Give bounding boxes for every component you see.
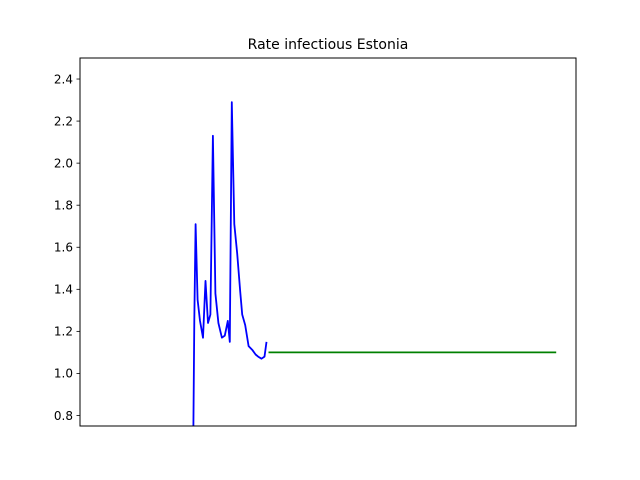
y-tick-label: 1.8 [54, 199, 73, 213]
y-axis: 0.8 1.0 1.2 1.4 1.6 1.8 2.0 2.2 2.4 [54, 72, 80, 423]
series-layer [192, 101, 557, 427]
y-tick-label: 1.2 [54, 325, 73, 339]
y-tick-label: 1.4 [54, 283, 73, 297]
y-tick-label: 1.6 [54, 241, 73, 255]
y-tick-label: 2.2 [54, 114, 73, 128]
y-tick-label: 0.8 [54, 409, 73, 423]
plot-frame [79, 57, 577, 427]
y-tick-label: 2.0 [54, 156, 73, 170]
y-tick-label: 2.4 [54, 72, 73, 86]
y-tick-label: 1.0 [54, 367, 73, 381]
chart-title: Rate infectious Estonia [248, 37, 409, 53]
series-line-0 [192, 101, 268, 427]
